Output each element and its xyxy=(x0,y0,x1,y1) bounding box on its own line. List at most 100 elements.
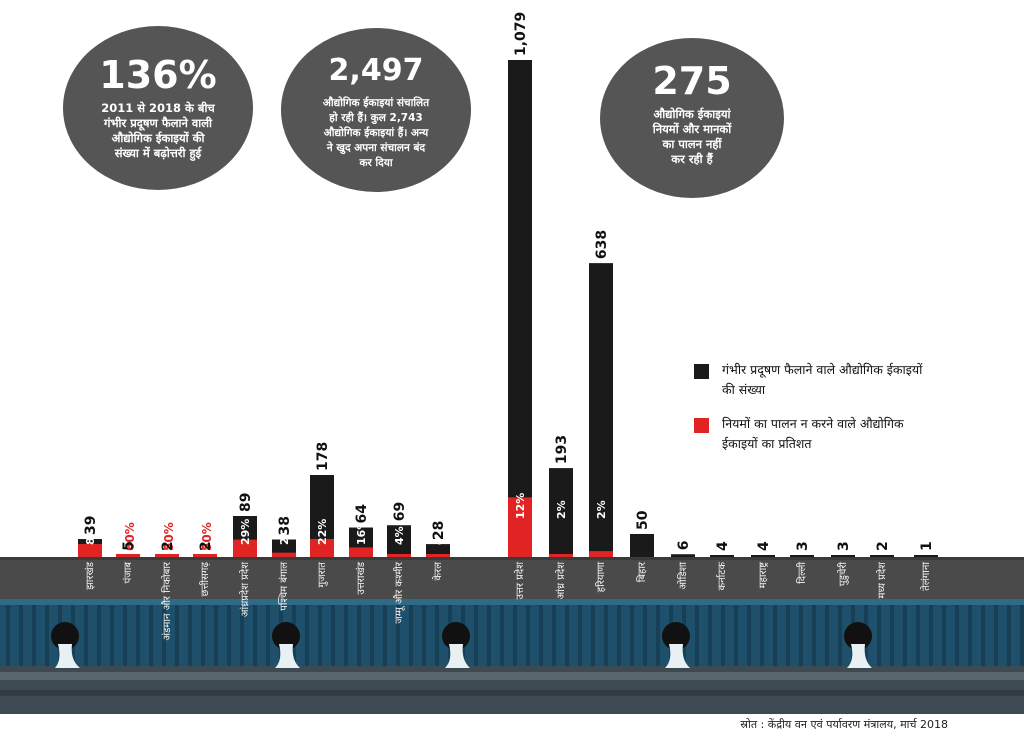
category-label: दिल्ली xyxy=(796,562,808,584)
percent-bar xyxy=(310,538,334,557)
count-bar xyxy=(387,525,411,557)
value-label: 39 xyxy=(83,516,99,535)
value-label: 3 xyxy=(795,541,811,551)
stat-growth-value: 136% xyxy=(99,53,216,97)
percent-label: 4% xyxy=(393,526,406,545)
outfall-pipe-1 xyxy=(51,622,80,668)
stat-growth-line-4: संख्या में बढ़ोत्तरी हुई xyxy=(114,146,203,161)
wall-rib xyxy=(994,605,998,666)
category-label: केरल xyxy=(432,562,444,581)
wall-rib xyxy=(383,605,387,666)
category-label: महाराष्ट्र xyxy=(758,562,769,589)
stat-noncompliant-line-2: नियमों और मानकों xyxy=(652,122,732,136)
wall-rib xyxy=(942,605,946,666)
wall-rib xyxy=(513,605,517,666)
value-label: 50 xyxy=(635,510,651,530)
count-bar xyxy=(870,555,894,557)
wall-rib xyxy=(734,605,738,666)
wall-rib xyxy=(175,605,179,666)
bars-layer: 87%39झारखंड60%5पंजाब50%2अंडमान और निकोबा… xyxy=(78,12,938,641)
count-bar xyxy=(630,533,654,557)
wall-rib xyxy=(1020,605,1024,666)
legend-swatch-count xyxy=(694,364,709,379)
wall-rib xyxy=(136,605,140,666)
category-label: पश्चिम बंगाल xyxy=(278,562,290,611)
percent-bar xyxy=(349,547,373,557)
category-label: आंध्र प्रदेश xyxy=(555,562,567,600)
legend: गंभीर प्रदूषण फैलाने वाले औद्योगिक ईकाइय… xyxy=(694,362,923,451)
category-label: अंडमान और निकोबार xyxy=(161,561,173,640)
percent-label: 87% xyxy=(84,519,97,545)
value-label: 1 xyxy=(919,541,935,551)
count-bar xyxy=(710,555,734,557)
outfall-pipe-5 xyxy=(844,622,872,668)
wall-rib xyxy=(253,605,257,666)
wall-rib xyxy=(45,605,49,666)
wall-rib xyxy=(370,605,374,666)
value-label: 4 xyxy=(756,541,772,551)
wall-rib xyxy=(721,605,725,666)
wall-rib xyxy=(526,605,530,666)
value-label: 6 xyxy=(676,540,692,550)
category-label: पुडुचेरी xyxy=(837,562,849,586)
stat-noncompliant-line-3: का पालन नहीं xyxy=(662,137,723,151)
percent-label: 22% xyxy=(316,519,329,545)
stat-growth-line-2: गंभीर प्रदूषण फैलाने वाली xyxy=(103,116,213,131)
wall-rib xyxy=(149,605,153,666)
percent-label: 4% xyxy=(432,526,445,545)
value-label: 5 xyxy=(121,541,137,551)
percent-bar xyxy=(589,551,613,557)
percent-label: 50% xyxy=(162,522,176,551)
stat-growth-line-1: 2011 से 2018 के बीच xyxy=(101,101,215,115)
percent-bar xyxy=(155,554,179,557)
count-bar xyxy=(751,555,775,557)
category-label: गुजरात xyxy=(317,562,328,588)
value-label: 1,079 xyxy=(513,12,529,56)
category-label: छत्तीसगढ़ xyxy=(199,562,211,597)
percent-label: 60% xyxy=(123,522,137,551)
stat-operating-line-3: औद्योगिक ईकाइयां हैं। अन्य xyxy=(324,126,429,139)
stat-operating-value: 2,497 xyxy=(329,53,424,88)
wall-rib xyxy=(630,605,634,666)
count-bar xyxy=(790,555,814,557)
count-bar xyxy=(508,60,532,557)
wall-rib xyxy=(474,605,478,666)
wall-rib xyxy=(825,605,829,666)
wall-rib xyxy=(331,605,335,666)
wall-rib xyxy=(747,605,751,666)
percent-bar xyxy=(116,554,140,557)
stat-operating-line-4: ने खुद अपना संचालन बंद xyxy=(326,141,426,155)
percent-label: 29% xyxy=(239,519,252,545)
wall-rib xyxy=(487,605,491,666)
count-bar xyxy=(914,555,938,557)
wall-rib xyxy=(578,605,582,666)
wall-rib xyxy=(500,605,504,666)
category-label: जम्मू और कश्मीर xyxy=(393,561,405,624)
wall-rib xyxy=(409,605,413,666)
stat-operating-line-5: कर दिया xyxy=(358,156,393,169)
value-label: 69 xyxy=(392,502,408,521)
wall-rib xyxy=(318,605,322,666)
stat-bubble-noncompliant: 275 औद्योगिक ईकाइयां नियमों और मानकों का… xyxy=(600,38,784,198)
wall-rib xyxy=(162,605,166,666)
category-label: कर्नाटक xyxy=(716,562,728,591)
legend-count-line-1: गंभीर प्रदूषण फैलाने वाले औद्योगिक ईकाइय… xyxy=(722,362,923,378)
wall-rib xyxy=(344,605,348,666)
value-label: 3 xyxy=(836,541,852,551)
wall-rib xyxy=(396,605,400,666)
wall-rib xyxy=(435,605,439,666)
value-label: 2 xyxy=(160,541,176,551)
wall-rib xyxy=(565,605,569,666)
stat-operating-line-1: औद्योगिक ईकाइयां संचालित xyxy=(323,96,430,109)
percent-label: 2% xyxy=(555,500,568,519)
wall-rib xyxy=(305,605,309,666)
wall-rib xyxy=(84,605,88,666)
percent-bar xyxy=(193,554,217,557)
count-bar xyxy=(549,468,573,557)
percent-label: 50% xyxy=(200,522,214,551)
value-label: 38 xyxy=(277,516,293,535)
wall-rib xyxy=(617,605,621,666)
wall-rib xyxy=(604,605,608,666)
legend-swatch-percent xyxy=(694,418,709,433)
